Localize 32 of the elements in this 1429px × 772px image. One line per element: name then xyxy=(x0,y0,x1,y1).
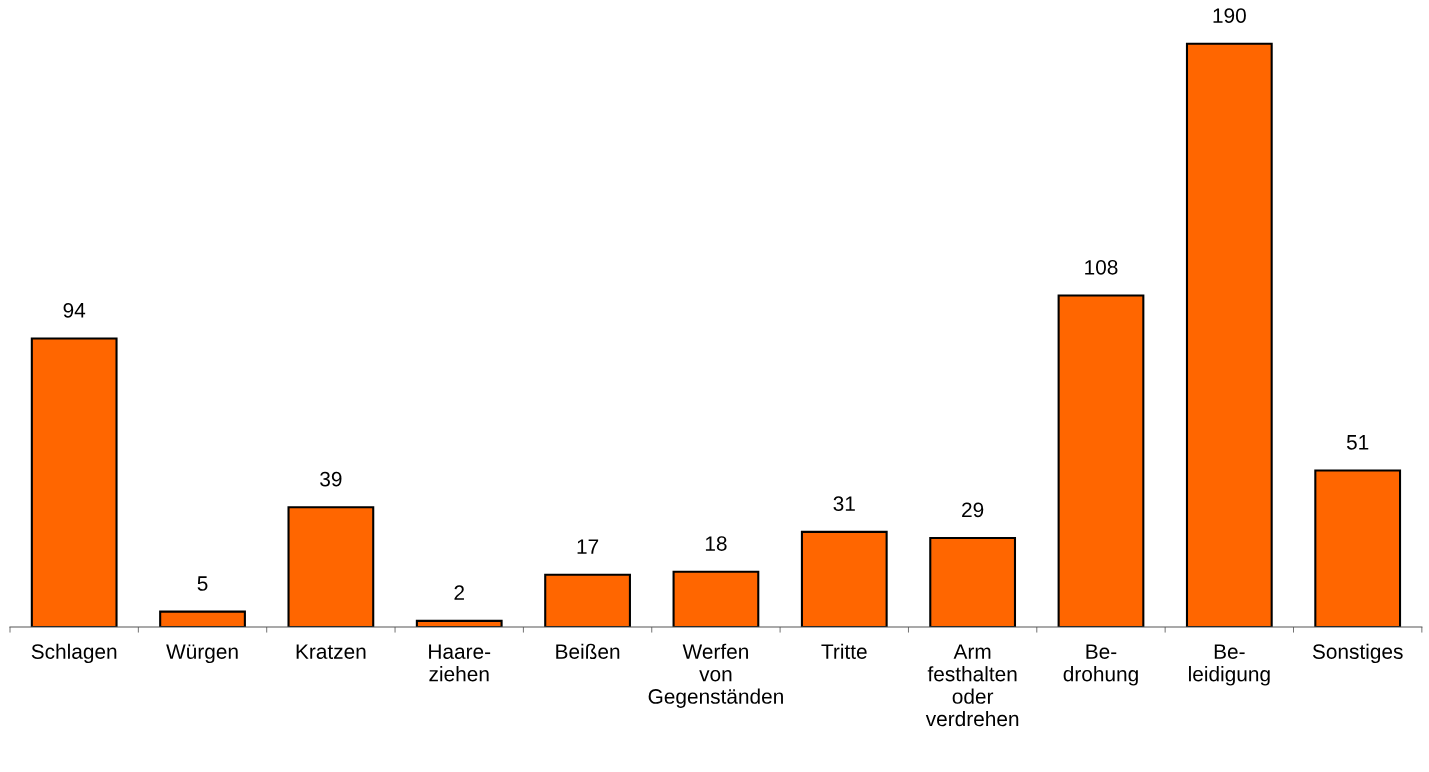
bar xyxy=(672,570,760,627)
data-label: 18 xyxy=(705,536,727,551)
data-label: 51 xyxy=(1346,435,1369,450)
x-tick-label: Tritte xyxy=(821,643,867,659)
data-label: 17 xyxy=(577,539,599,554)
x-tick-label: Kratzen xyxy=(296,644,366,659)
x-tick-label: Be- leidigung xyxy=(1189,644,1270,686)
bar xyxy=(544,573,631,627)
bar xyxy=(800,530,888,627)
x-tick-label: Werfen von Gegenständen xyxy=(648,643,783,708)
bar xyxy=(287,506,375,627)
data-label: 2 xyxy=(454,585,464,600)
x-tick-label: Sonstiges xyxy=(1312,643,1403,664)
bar xyxy=(1185,42,1273,627)
x-tick-label: Arm festhalten oder verdrehen xyxy=(925,644,1019,727)
data-label: 5 xyxy=(197,576,208,591)
bar xyxy=(1057,294,1145,627)
x-tick-label: Beißen xyxy=(556,643,620,659)
data-label: 39 xyxy=(320,471,342,487)
data-label: 108 xyxy=(1085,259,1118,275)
data-label: 29 xyxy=(962,502,984,518)
bar xyxy=(929,536,1017,627)
bar xyxy=(30,337,118,627)
x-tick-label: Würgen xyxy=(166,644,238,664)
data-label: 190 xyxy=(1213,8,1246,23)
data-label: 94 xyxy=(63,302,86,318)
x-tick-label: Schlagen xyxy=(31,643,117,664)
bar xyxy=(1314,469,1402,627)
x-tick-label: Be- drohung xyxy=(1063,644,1138,686)
x-tick-label: Haare- ziehen xyxy=(429,644,491,682)
bar xyxy=(159,610,246,627)
data-label: 31 xyxy=(833,496,855,512)
